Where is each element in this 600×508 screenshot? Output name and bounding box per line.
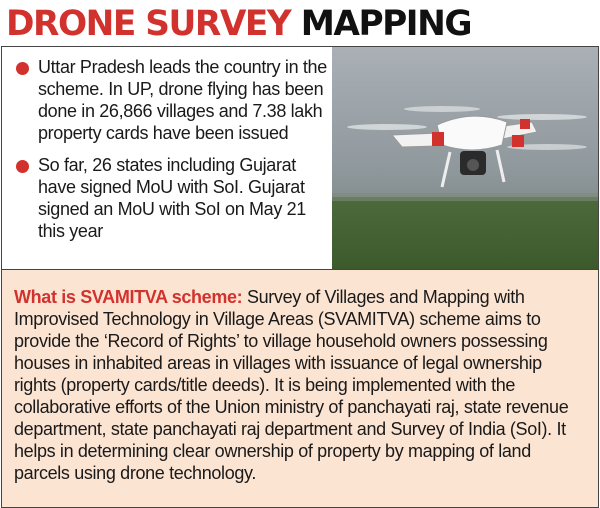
- headline: DRONE SURVEY MAPPING: [6, 2, 473, 46]
- scheme-text: Survey of Villages and Mapping with Impr…: [14, 287, 569, 483]
- info-box: Uttar Pradesh leads the country in the s…: [1, 46, 599, 508]
- bullet-dot: [16, 62, 29, 75]
- headline-black: MAPPING: [300, 4, 473, 44]
- bullet: So far, 26 states including Gujarat have…: [14, 154, 332, 242]
- bullet-dot: [16, 160, 29, 173]
- bullet: Uttar Pradesh leads the country in the s…: [14, 56, 332, 144]
- bullet-list: Uttar Pradesh leads the country in the s…: [14, 56, 332, 252]
- scheme-panel: What is SVAMITVA scheme: Survey of Villa…: [2, 269, 598, 507]
- headline-red: DRONE SURVEY: [6, 4, 292, 44]
- bullet-text: So far, 26 states including Gujarat have…: [38, 155, 306, 241]
- drone: [347, 106, 587, 188]
- bullet-text: Uttar Pradesh leads the country in the s…: [38, 57, 327, 143]
- drone-photo: [332, 47, 598, 269]
- scheme-label: What is SVAMITVA scheme:: [14, 287, 243, 307]
